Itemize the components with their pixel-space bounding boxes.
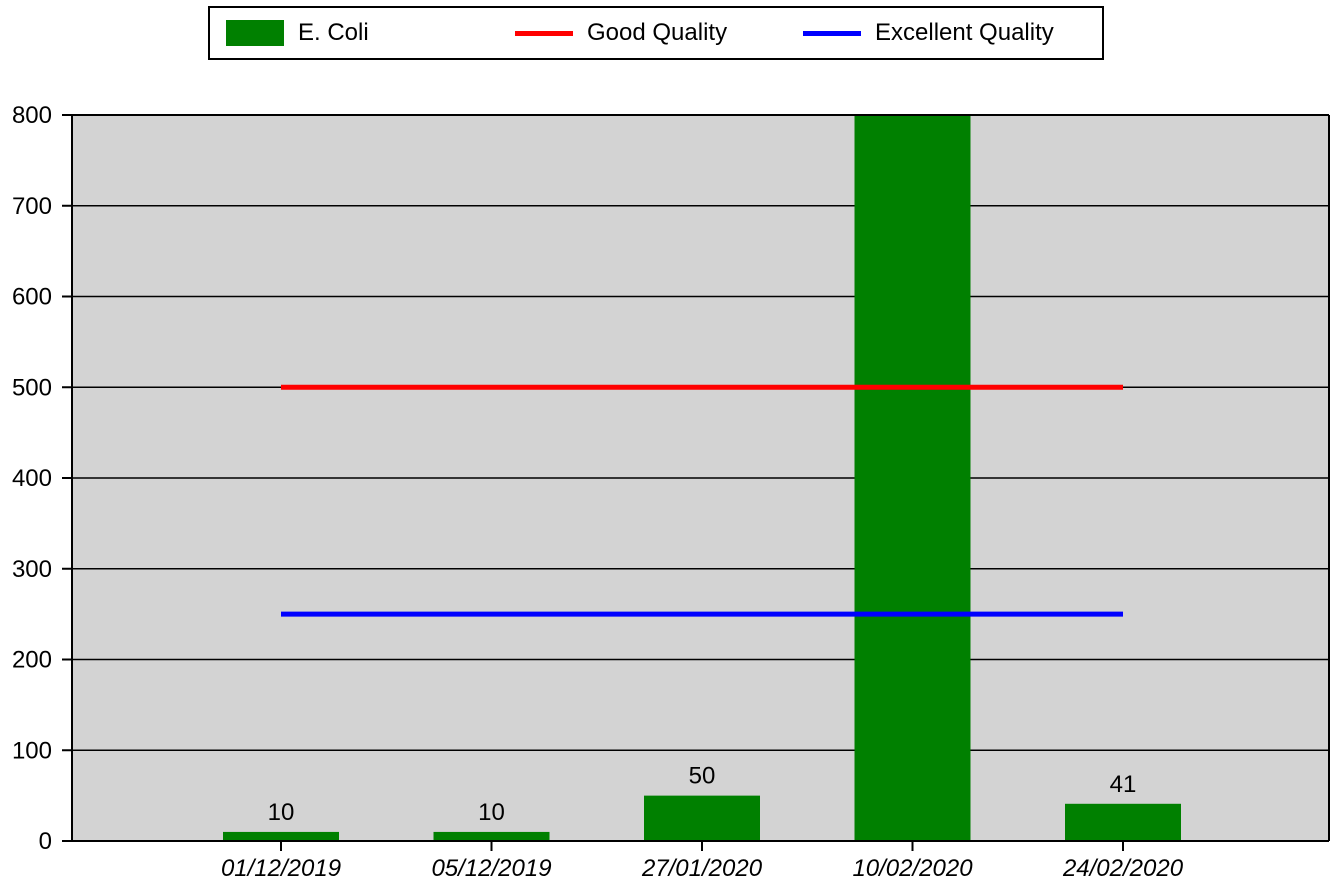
- bar-label-0: 10: [268, 799, 295, 826]
- bar-3: [854, 115, 971, 841]
- bar-2: [644, 795, 760, 841]
- legend-item-excellent-quality: Excellent Quality: [803, 8, 1054, 58]
- y-tick-label-500: 500: [12, 374, 52, 401]
- y-tick-label-0: 0: [39, 828, 52, 855]
- bar-0: [223, 831, 339, 841]
- legend-item-good-quality: Good Quality: [515, 8, 727, 58]
- bar-4: [1065, 803, 1181, 841]
- legend-swatch-ecoli: [226, 20, 284, 46]
- bar-1: [433, 831, 550, 841]
- legend-label-excellent-quality: Excellent Quality: [875, 19, 1054, 46]
- y-tick-label-300: 300: [12, 556, 52, 583]
- legend-swatch-good-quality: [515, 30, 573, 36]
- legend-swatch-excellent-quality: [803, 30, 861, 36]
- y-tick-label-400: 400: [12, 465, 52, 492]
- x-tick-label-3: 10/02/2020: [852, 855, 973, 882]
- legend: E. Coli Good Quality Excellent Quality: [208, 6, 1104, 60]
- y-tick-label-700: 700: [12, 193, 52, 220]
- legend-item-ecoli: E. Coli: [226, 8, 369, 58]
- x-tick-label-0: 01/12/2019: [221, 855, 341, 882]
- y-tick-label-600: 600: [12, 284, 52, 311]
- x-tick-label-2: 27/01/2020: [641, 855, 763, 882]
- x-tick-label-4: 24/02/2020: [1062, 855, 1184, 882]
- x-tick-label-1: 05/12/2019: [431, 855, 551, 882]
- legend-label-good-quality: Good Quality: [587, 19, 728, 46]
- bar-label-4: 41: [1110, 771, 1137, 798]
- bar-label-1: 10: [478, 799, 505, 826]
- bar-label-2: 50: [689, 763, 716, 790]
- y-tick-label-800: 800: [12, 102, 52, 129]
- y-tick-label-100: 100: [12, 737, 52, 764]
- y-tick-label-200: 200: [12, 647, 52, 674]
- legend-label-ecoli: E. Coli: [298, 19, 369, 46]
